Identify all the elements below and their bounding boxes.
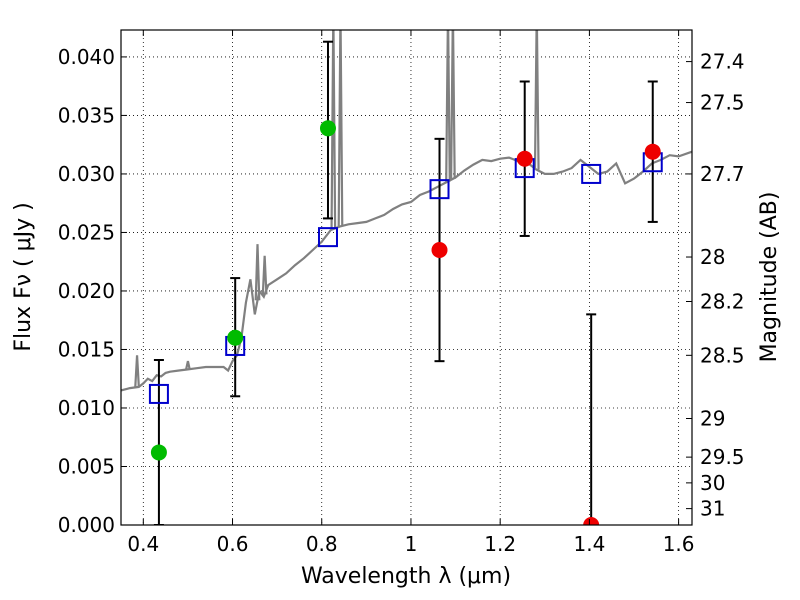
emission-line-3 (261, 255, 268, 295)
mag-tick-label: 31 (700, 497, 725, 521)
emission-line-0 (134, 355, 140, 388)
emission-line-5 (337, 30, 344, 227)
x-tick-label: 0.8 (306, 532, 338, 556)
y-tick-label: 0.025 (58, 220, 115, 244)
emission-line-6 (445, 30, 451, 182)
observed-point-green-2 (319, 120, 336, 137)
y-tick-label: 0.030 (58, 162, 115, 186)
y-tick-label: 0.040 (58, 45, 115, 69)
emission-line-7 (450, 30, 456, 179)
mag-tick-label: 27.4 (700, 50, 745, 74)
mag-tick-label: 29 (700, 407, 725, 431)
mag-tick-label: 27.5 (700, 91, 745, 115)
y-tick-label: 0.000 (58, 513, 115, 537)
grid-lines (121, 30, 692, 526)
y-tick-label: 0.005 (58, 454, 115, 478)
plot-background (121, 30, 692, 525)
observed-point-red-1 (516, 150, 533, 167)
band-model-square-3 (429, 179, 450, 200)
y-tick-label: 0.015 (58, 337, 115, 361)
x-axis-ticks: 0.4 0.6 0.8 1 1.2 1.4 1.6 (127, 30, 695, 556)
y-axis-ticks: 0.000 0.005 0.010 0.015 0.020 0.025 0.030 0.035… (58, 45, 127, 537)
y-tick-label: 0.020 (58, 279, 115, 303)
x-tick-label: 1 (405, 532, 418, 556)
mag-tick-label: 29.5 (700, 445, 745, 469)
x-tick-label: 0.6 (217, 532, 249, 556)
x-tick-label: 1.6 (663, 532, 695, 556)
y-tick-label: 0.010 (58, 396, 115, 420)
emission-line-1 (185, 360, 191, 370)
emission-line-4 (330, 30, 337, 230)
x-axis-label: Wavelength λ (μm) (301, 564, 511, 589)
emission-line-8 (533, 30, 540, 170)
y-axis-label: Flux Fν ( μJy ) (11, 202, 36, 351)
observed-point-green-0 (150, 444, 167, 461)
mag-tick-label: 27.7 (700, 162, 745, 186)
observed-point-red-0 (431, 242, 448, 258)
x-tick-label: 0.4 (127, 532, 159, 556)
y-tick-label: 0.035 (58, 103, 115, 127)
observed-green-points (150, 120, 336, 461)
observed-point-red-2 (583, 517, 600, 525)
observed-point-green-1 (227, 329, 244, 346)
mag-tick-label: 30 (700, 471, 725, 495)
x-tick-label: 1.4 (573, 532, 605, 556)
band-model-markers (148, 152, 663, 404)
observed-red-points (431, 143, 661, 525)
mag-tick-label: 28.2 (700, 289, 745, 313)
error-bars (153, 40, 658, 525)
band-model-square-0 (148, 383, 169, 404)
mag-tick-label: 28.5 (700, 343, 745, 367)
observed-point-red-3 (644, 143, 661, 160)
plot-frame (120, 29, 693, 526)
x-tick-label: 1.2 (484, 532, 516, 556)
mag-tick-label: 28 (700, 245, 725, 269)
band-model-square-5 (581, 163, 602, 184)
model-spectrum-line (121, 150, 692, 392)
emission-line-2 (254, 244, 261, 301)
band-model-square-2 (317, 227, 338, 248)
magnitude-axis-label: Magnitude (AB) (757, 192, 782, 363)
emission-lines (134, 30, 540, 388)
